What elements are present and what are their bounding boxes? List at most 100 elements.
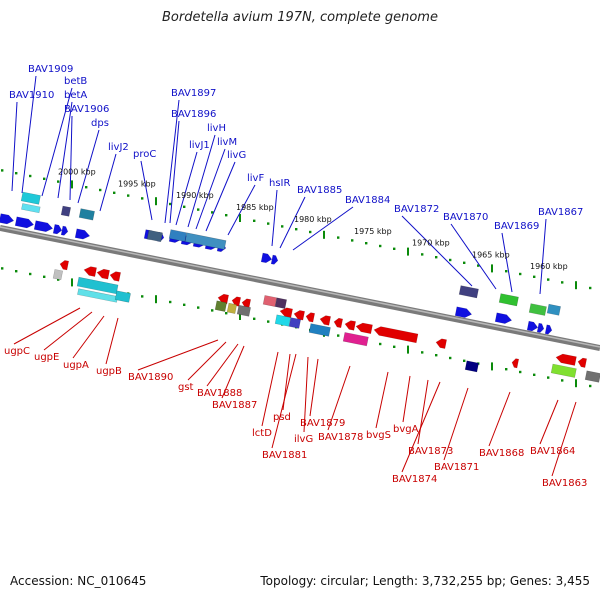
scale-major-tick: [155, 197, 157, 206]
forward-gene-arrow: [74, 228, 91, 240]
reverse-label-leader: [72, 315, 105, 359]
scale-dot: [211, 309, 214, 312]
reverse-gene-arrow: [555, 353, 577, 366]
forward-gene-label: livJ2: [108, 142, 129, 153]
forward-gene-label: livM: [217, 137, 237, 148]
scale-dot: [589, 384, 592, 388]
reverse-gene-label: psd: [273, 412, 291, 423]
reverse-gene-arrow: [59, 260, 70, 271]
forward-gene-arrow: [544, 324, 553, 335]
scale-label-2: 1990 kbp: [176, 191, 214, 200]
reverse-gene-label: lctD: [252, 428, 272, 439]
scale-dot: [561, 379, 564, 382]
scale-dot: [589, 286, 592, 290]
feature-box: [498, 293, 519, 307]
scale-major-tick: [239, 214, 241, 222]
scale-dot: [449, 356, 452, 360]
forward-label-leader: [271, 189, 278, 247]
reverse-gene-label: BAV1879: [300, 418, 345, 429]
forward-label-leader: [99, 153, 117, 212]
scale-dot: [435, 256, 438, 259]
scale-dot: [225, 312, 228, 315]
scale-major-tick: [407, 247, 409, 256]
reverse-label-leader: [137, 339, 219, 371]
reverse-gene-arrow: [319, 315, 331, 326]
reverse-gene-arrow: [231, 296, 242, 307]
forward-label-leader: [187, 134, 216, 228]
scale-dot: [519, 272, 522, 276]
feature-box: [146, 229, 163, 243]
reverse-gene-arrow: [344, 320, 356, 331]
reverse-gene-label: BAV1890: [128, 372, 173, 383]
scale-major-tick: [407, 345, 409, 354]
feature-box: [168, 229, 187, 242]
forward-label-leader: [140, 160, 153, 221]
reverse-gene-arrow: [577, 357, 588, 368]
feature-box: [214, 300, 227, 312]
scale-dot: [57, 180, 60, 183]
feature-box: [584, 370, 600, 383]
scale-dot: [15, 172, 18, 175]
reverse-label-leader: [443, 387, 469, 461]
scale-label-1: 1995 kbp: [118, 180, 156, 189]
scale-major-tick: [491, 264, 493, 273]
reverse-gene-label: bvgA: [393, 424, 419, 435]
reverse-label-leader: [221, 345, 245, 399]
feature-box: [550, 363, 577, 378]
reverse-gene-label: ilvG: [294, 434, 313, 445]
genome-backbone: [0, 225, 600, 351]
feature-box: [52, 269, 64, 281]
feature-box: [60, 205, 72, 217]
scale-dot: [533, 275, 536, 278]
forward-gene-arrow: [536, 322, 545, 333]
forward-label-leader: [11, 101, 18, 192]
forward-label-leader: [57, 101, 73, 199]
feature-box: [184, 232, 227, 250]
feature-box: [236, 304, 251, 317]
reverse-label-leader: [261, 351, 279, 427]
reverse-label-leader: [401, 381, 441, 473]
feature-box: [288, 317, 301, 329]
feature-box: [342, 332, 369, 347]
feature-box: [21, 203, 41, 214]
reverse-label-leader: [13, 307, 81, 345]
scale-dot: [561, 281, 564, 284]
reverse-gene-label: bvgS: [366, 430, 391, 441]
feature-box: [274, 297, 287, 309]
forward-gene-arrow: [52, 224, 63, 235]
scale-dot: [449, 258, 452, 262]
scale-dot: [15, 270, 18, 273]
reverse-label-leader: [488, 391, 511, 447]
scale-dot: [253, 219, 256, 222]
forward-gene-label: BAV1910: [9, 90, 54, 101]
forward-gene-arrow: [60, 225, 69, 236]
scale-dot: [29, 272, 32, 276]
scale-dot: [463, 359, 466, 362]
reverse-gene-arrow: [435, 338, 447, 349]
forward-label-leader: [205, 161, 236, 232]
reverse-gene-label: BAV1868: [479, 448, 524, 459]
scale-dot: [519, 370, 522, 374]
scale-major-tick: [491, 362, 493, 371]
scale-dot: [197, 208, 200, 211]
forward-gene-arrow: [0, 213, 15, 225]
scale-dot: [141, 197, 144, 200]
scale-dot: [169, 300, 172, 304]
scale-dot: [267, 320, 270, 323]
scale-label-7: 1965 kbp: [472, 250, 510, 259]
reverse-gene-label: BAV1863: [542, 478, 587, 489]
forward-label-leader: [401, 215, 473, 287]
reverse-gene-arrow: [355, 322, 373, 335]
scale-dot: [1, 267, 4, 270]
reverse-gene-label: BAV1878: [318, 432, 363, 443]
scale-dot: [183, 205, 186, 208]
scale-dot: [365, 242, 368, 245]
forward-gene-label: betB: [64, 76, 87, 87]
reverse-label-leader: [417, 379, 429, 445]
forward-gene-label: BAV1897: [171, 88, 216, 99]
reverse-label-leader: [327, 365, 351, 431]
reverse-gene-arrow: [305, 312, 316, 323]
feature-box: [464, 360, 479, 373]
reverse-label-leader: [551, 401, 577, 477]
scale-dot: [29, 174, 32, 178]
